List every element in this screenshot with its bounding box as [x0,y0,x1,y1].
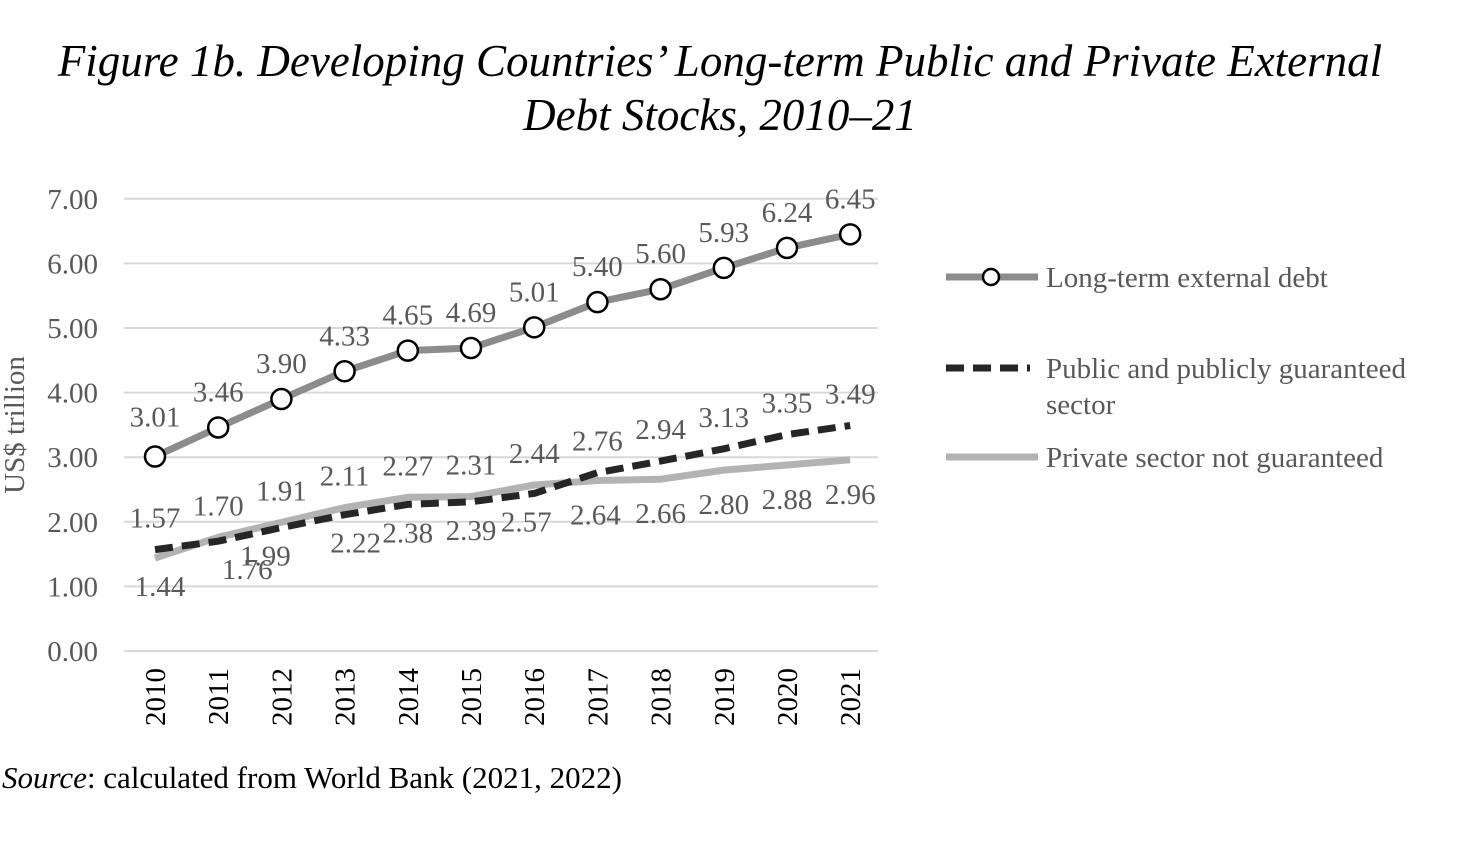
data-label-private-2014: 2.38 [382,517,433,549]
legend-label-public: Public and publicly guaranteed sector [1046,353,1413,421]
data-label-public-2021: 3.49 [825,379,876,411]
data-label-public-2019: 3.13 [698,402,749,434]
series-line-public-and-publicly-guaranteed-sector [154,422,851,554]
data-label-private-2015: 2.39 [446,515,497,547]
data-label-private-2011: 1.76 [222,554,273,586]
x-tick-label-2013: 2013 [330,668,362,726]
data-label-long-term-2017: 5.40 [572,251,623,283]
source-note: Source: calculated from World Bank (2021… [2,760,622,796]
marker-long-term-external-debt-2018 [649,277,672,301]
y-tick-label-2: 2.00 [47,507,98,539]
data-label-public-2010: 1.57 [130,503,181,535]
source-label: Source [2,760,87,795]
x-axis-ticks: 2010 2011 2012 2013 2014 2015 2016 2017 2018 2019… [140,668,867,727]
data-label-long-term-2010: 3.01 [130,402,181,434]
chart-title-line-2: Debt Stocks, 2010–21 [523,90,917,140]
x-tick-label-2016: 2016 [519,668,551,726]
marker-long-term-external-debt-2016 [522,316,546,339]
marker-long-term-external-debt-2015 [459,336,483,360]
legend-item-private-not-guaranteed: Private sector not guaranteed [946,442,1384,474]
y-axis-label: US$ trillion [0,356,31,494]
y-axis-ticks: 0.00 1.00 2.00 3.00 4.00 5.00 6.00 7.00 [47,184,98,668]
data-label-private-2018: 2.66 [635,498,686,530]
data-label-private-2017: 2.64 [570,499,621,531]
data-label-long-term-2020: 6.24 [762,197,813,229]
data-labels: 3.01 3.46 3.90 4.33 4.65 4.69 5.01 5.40 5.60 5.93… [130,183,876,603]
data-label-public-2017: 2.76 [572,426,623,458]
data-label-private-2010: 1.44 [135,571,186,603]
data-label-public-2014: 2.27 [382,450,433,482]
data-label-public-2013: 2.11 [320,461,370,493]
y-tick-label-5: 5.00 [47,313,98,345]
series-lines [143,223,862,562]
data-label-private-2021: 2.96 [825,479,876,511]
legend-marker-long-term [981,267,1001,287]
x-tick-label-2018: 2018 [646,668,678,726]
series-line-private-sector-not-guaranteed [153,456,851,562]
data-label-private-2020: 2.88 [762,484,813,516]
data-label-private-2013: 2.22 [330,528,381,560]
source-text: : calculated from World Bank (2021, 2022… [86,760,622,795]
data-label-public-2020: 3.35 [762,388,813,420]
data-label-private-2012: 1.99 [240,541,291,573]
legend-item-long-term-external-debt: Long-term external debt [946,262,1328,294]
legend-label-long-term: Long-term external debt [1046,262,1328,294]
legend-item-public-guaranteed: Public and publicly guaranteed sector [946,353,1413,421]
marker-long-term-external-debt-2021 [838,223,862,246]
marker-long-term-external-debt-2012 [270,387,293,411]
x-tick-label-2019: 2019 [709,668,741,726]
x-tick-label-2021: 2021 [835,668,867,726]
data-label-long-term-2018: 5.60 [635,238,686,270]
data-label-public-2018: 2.94 [635,414,686,446]
marker-long-term-external-debt-2019 [712,256,736,280]
gridlines [124,197,878,652]
data-label-long-term-2021: 6.45 [825,183,876,215]
data-label-long-term-2013: 4.33 [319,320,370,352]
data-label-private-2019: 2.80 [698,489,749,521]
data-label-public-2011: 1.70 [193,490,244,522]
legend-label-public-line-1: Public and publicly guaranteed [1046,353,1406,385]
data-label-public-2016: 2.44 [509,438,560,470]
y-tick-label-3: 3.00 [47,442,98,474]
marker-long-term-external-debt-2014 [396,339,420,362]
marker-long-term-external-debt-2010 [143,445,167,468]
x-tick-label-2011: 2011 [203,668,235,725]
x-tick-label-2014: 2014 [393,668,425,727]
chart-title: Figure 1b. Developing Countries’ Long-te… [0,34,1440,142]
y-tick-label-6: 6.00 [47,248,98,280]
data-label-long-term-2019: 5.93 [698,217,749,249]
y-tick-label-4: 4.00 [47,378,98,410]
legend: Long-term external debt Public and publi… [946,262,1413,474]
x-tick-label-2020: 2020 [772,668,804,726]
data-label-long-term-2015: 4.69 [446,297,497,329]
y-tick-label-7: 7.00 [47,184,98,216]
data-label-long-term-2016: 5.01 [509,276,560,308]
x-tick-label-2012: 2012 [266,668,298,726]
data-label-public-2012: 1.91 [256,475,307,507]
chart-title-line-1: Figure 1b. Developing Countries’ Long-te… [57,36,1383,86]
marker-long-term-external-debt-2020 [775,236,799,260]
data-label-long-term-2011: 3.46 [193,376,244,408]
y-tick-label-0: 0.00 [47,636,98,668]
data-label-public-2015: 2.31 [446,450,497,482]
marker-long-term-external-debt-2013 [333,360,356,383]
marker-long-term-external-debt-2017 [586,290,609,314]
data-label-long-term-2012: 3.90 [256,348,307,380]
legend-label-private: Private sector not guaranteed [1046,442,1384,474]
legend-label-public-line-2: sector [1046,389,1116,421]
x-tick-label-2015: 2015 [456,668,488,726]
y-tick-label-1: 1.00 [47,571,98,603]
x-tick-label-2017: 2017 [582,668,614,726]
data-label-private-2016: 2.57 [501,506,552,538]
data-label-long-term-2014: 4.65 [382,300,433,332]
marker-long-term-external-debt-2011 [206,416,230,439]
x-tick-label-2010: 2010 [140,668,172,726]
